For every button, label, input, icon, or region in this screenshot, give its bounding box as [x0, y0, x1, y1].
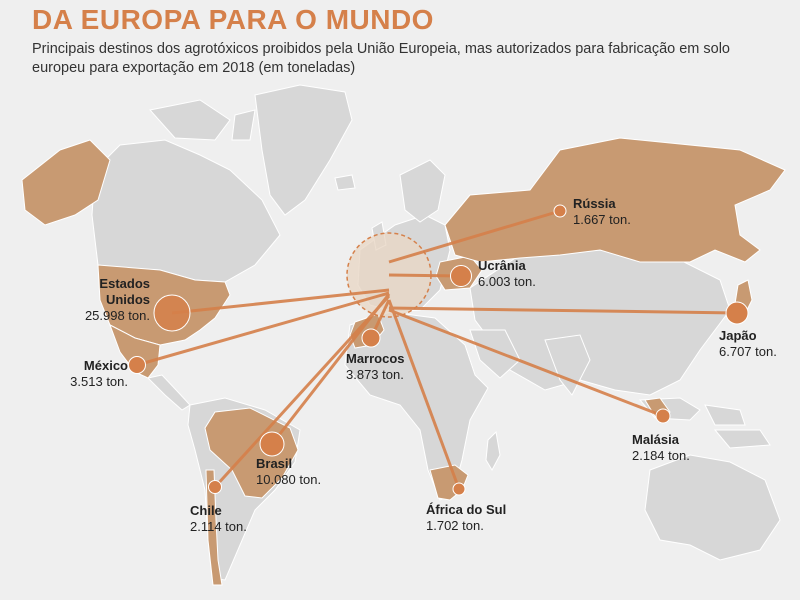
label-brazil: Brasil 10.080 ton. — [256, 456, 321, 488]
label-usa-name-1: Estados — [99, 276, 150, 291]
bubble-usa — [153, 294, 191, 332]
label-usa-name-2: Unidos — [105, 292, 150, 307]
arabia-landmass — [469, 329, 521, 379]
label-south-africa-name: África do Sul — [426, 502, 507, 517]
south-africa-landmass — [429, 464, 469, 501]
bubble-brazil — [259, 431, 285, 457]
label-usa-value: 25.998 ton. — [84, 308, 150, 323]
india-landmass — [544, 334, 591, 396]
label-malaysia-name: Malásia — [632, 432, 679, 447]
arctic-islands — [149, 99, 256, 141]
bubble-japan — [725, 301, 749, 325]
label-brazil-value: 10.080 ton. — [256, 472, 322, 487]
label-usa: Estados Unidos 25.998 ton. — [62, 276, 150, 324]
bubble-morocco — [361, 328, 381, 348]
flow-line-usa — [171, 288, 390, 315]
flow-line-japan — [388, 306, 738, 315]
label-south-africa-value: 1.702 ton. — [426, 518, 484, 533]
flow-line-brazil — [270, 293, 391, 445]
label-japan-name: Japão — [719, 328, 757, 343]
bubble-russia — [553, 204, 567, 218]
mexico-landmass — [109, 323, 161, 379]
bubble-mexico — [128, 356, 146, 374]
new-guinea-landmass — [713, 429, 771, 449]
page-title: DA EUROPA PARA O MUNDO — [32, 4, 434, 35]
madagascar-landmass — [485, 430, 501, 472]
flow-line-chile — [213, 294, 391, 489]
label-russia-value: 1.667 ton. — [573, 212, 631, 227]
destination-bubbles — [128, 204, 749, 496]
label-japan-value: 6.707 ton. — [719, 344, 777, 359]
russia-landmass — [444, 137, 786, 263]
bubble-south-africa — [452, 482, 466, 496]
flow-line-south-africa — [387, 299, 461, 490]
central-america-landmass — [146, 374, 191, 411]
page-subtitle: Principais destinos dos agrotóxicos proi… — [32, 41, 730, 76]
label-japan: Japão 6.707 ton. — [719, 328, 777, 360]
label-russia-name: Rússia — [573, 196, 616, 211]
flow-line-mexico — [136, 291, 390, 367]
label-south-africa: África do Sul 1.702 ton. — [426, 502, 506, 534]
label-russia: Rússia 1.667 ton. — [573, 196, 631, 228]
label-ukraine: Ucrânia 6.003 ton. — [478, 258, 536, 290]
alaska-landmass — [21, 139, 111, 226]
label-chile-value: 2.114 ton. — [190, 519, 247, 534]
label-mexico: México 3.513 ton. — [30, 358, 128, 390]
label-ukraine-value: 6.003 ton. — [478, 274, 536, 289]
label-chile: Chile 2.114 ton. — [190, 503, 247, 535]
label-brazil-name: Brasil — [256, 456, 293, 471]
flow-line-russia — [388, 209, 561, 264]
australia-landmass — [644, 454, 781, 561]
canada-landmass — [91, 139, 281, 283]
label-chile-name: Chile — [190, 503, 222, 518]
label-malaysia-value: 2.184 ton. — [632, 448, 690, 463]
label-mexico-value: 3.513 ton. — [70, 374, 128, 389]
label-morocco: Marrocos 3.873 ton. — [346, 351, 405, 383]
greenland-landmass — [254, 84, 353, 216]
bubble-ukraine — [450, 265, 472, 287]
bubble-malaysia — [655, 408, 671, 424]
scandinavia-landmass — [399, 159, 446, 223]
label-malaysia: Malásia 2.184 ton. — [632, 432, 690, 464]
label-mexico-name: México — [83, 358, 128, 373]
flow-line-ukraine — [388, 273, 462, 278]
label-morocco-value: 3.873 ton. — [346, 367, 404, 382]
label-morocco-name: Marrocos — [346, 351, 405, 366]
label-ukraine-name: Ucrânia — [478, 258, 526, 273]
flow-line-malaysia — [388, 308, 664, 418]
bubble-chile — [208, 480, 222, 494]
chile-landmass — [205, 469, 223, 586]
